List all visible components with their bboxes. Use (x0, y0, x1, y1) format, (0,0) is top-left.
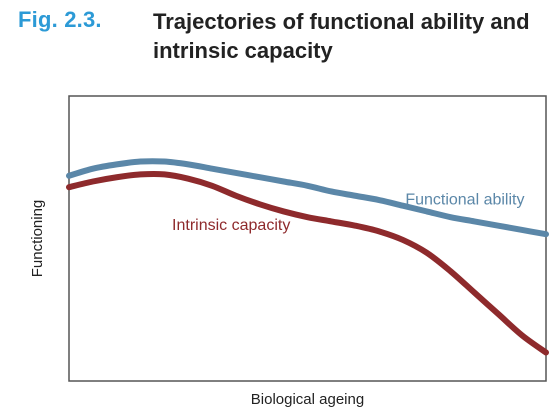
plot-frame (68, 95, 547, 382)
chart-series (66, 158, 549, 356)
series-line-intrinsic-capacity (66, 170, 549, 356)
series-label-functional-ability: Functional ability (405, 191, 524, 208)
series-line-functional-ability (66, 158, 549, 238)
figure-title: Trajectories of functional ability and i… (153, 9, 530, 63)
chart-axes: Biological ageing Functioning (29, 95, 547, 408)
y-axis-label: Functioning (29, 200, 46, 278)
series-label-intrinsic-capacity: Intrinsic capacity (172, 217, 290, 234)
x-axis-label: Biological ageing (251, 391, 364, 408)
figure-label: Fig. 2.3. (18, 7, 102, 32)
chart-labels: Functional ability Intrinsic capacity (172, 191, 524, 234)
